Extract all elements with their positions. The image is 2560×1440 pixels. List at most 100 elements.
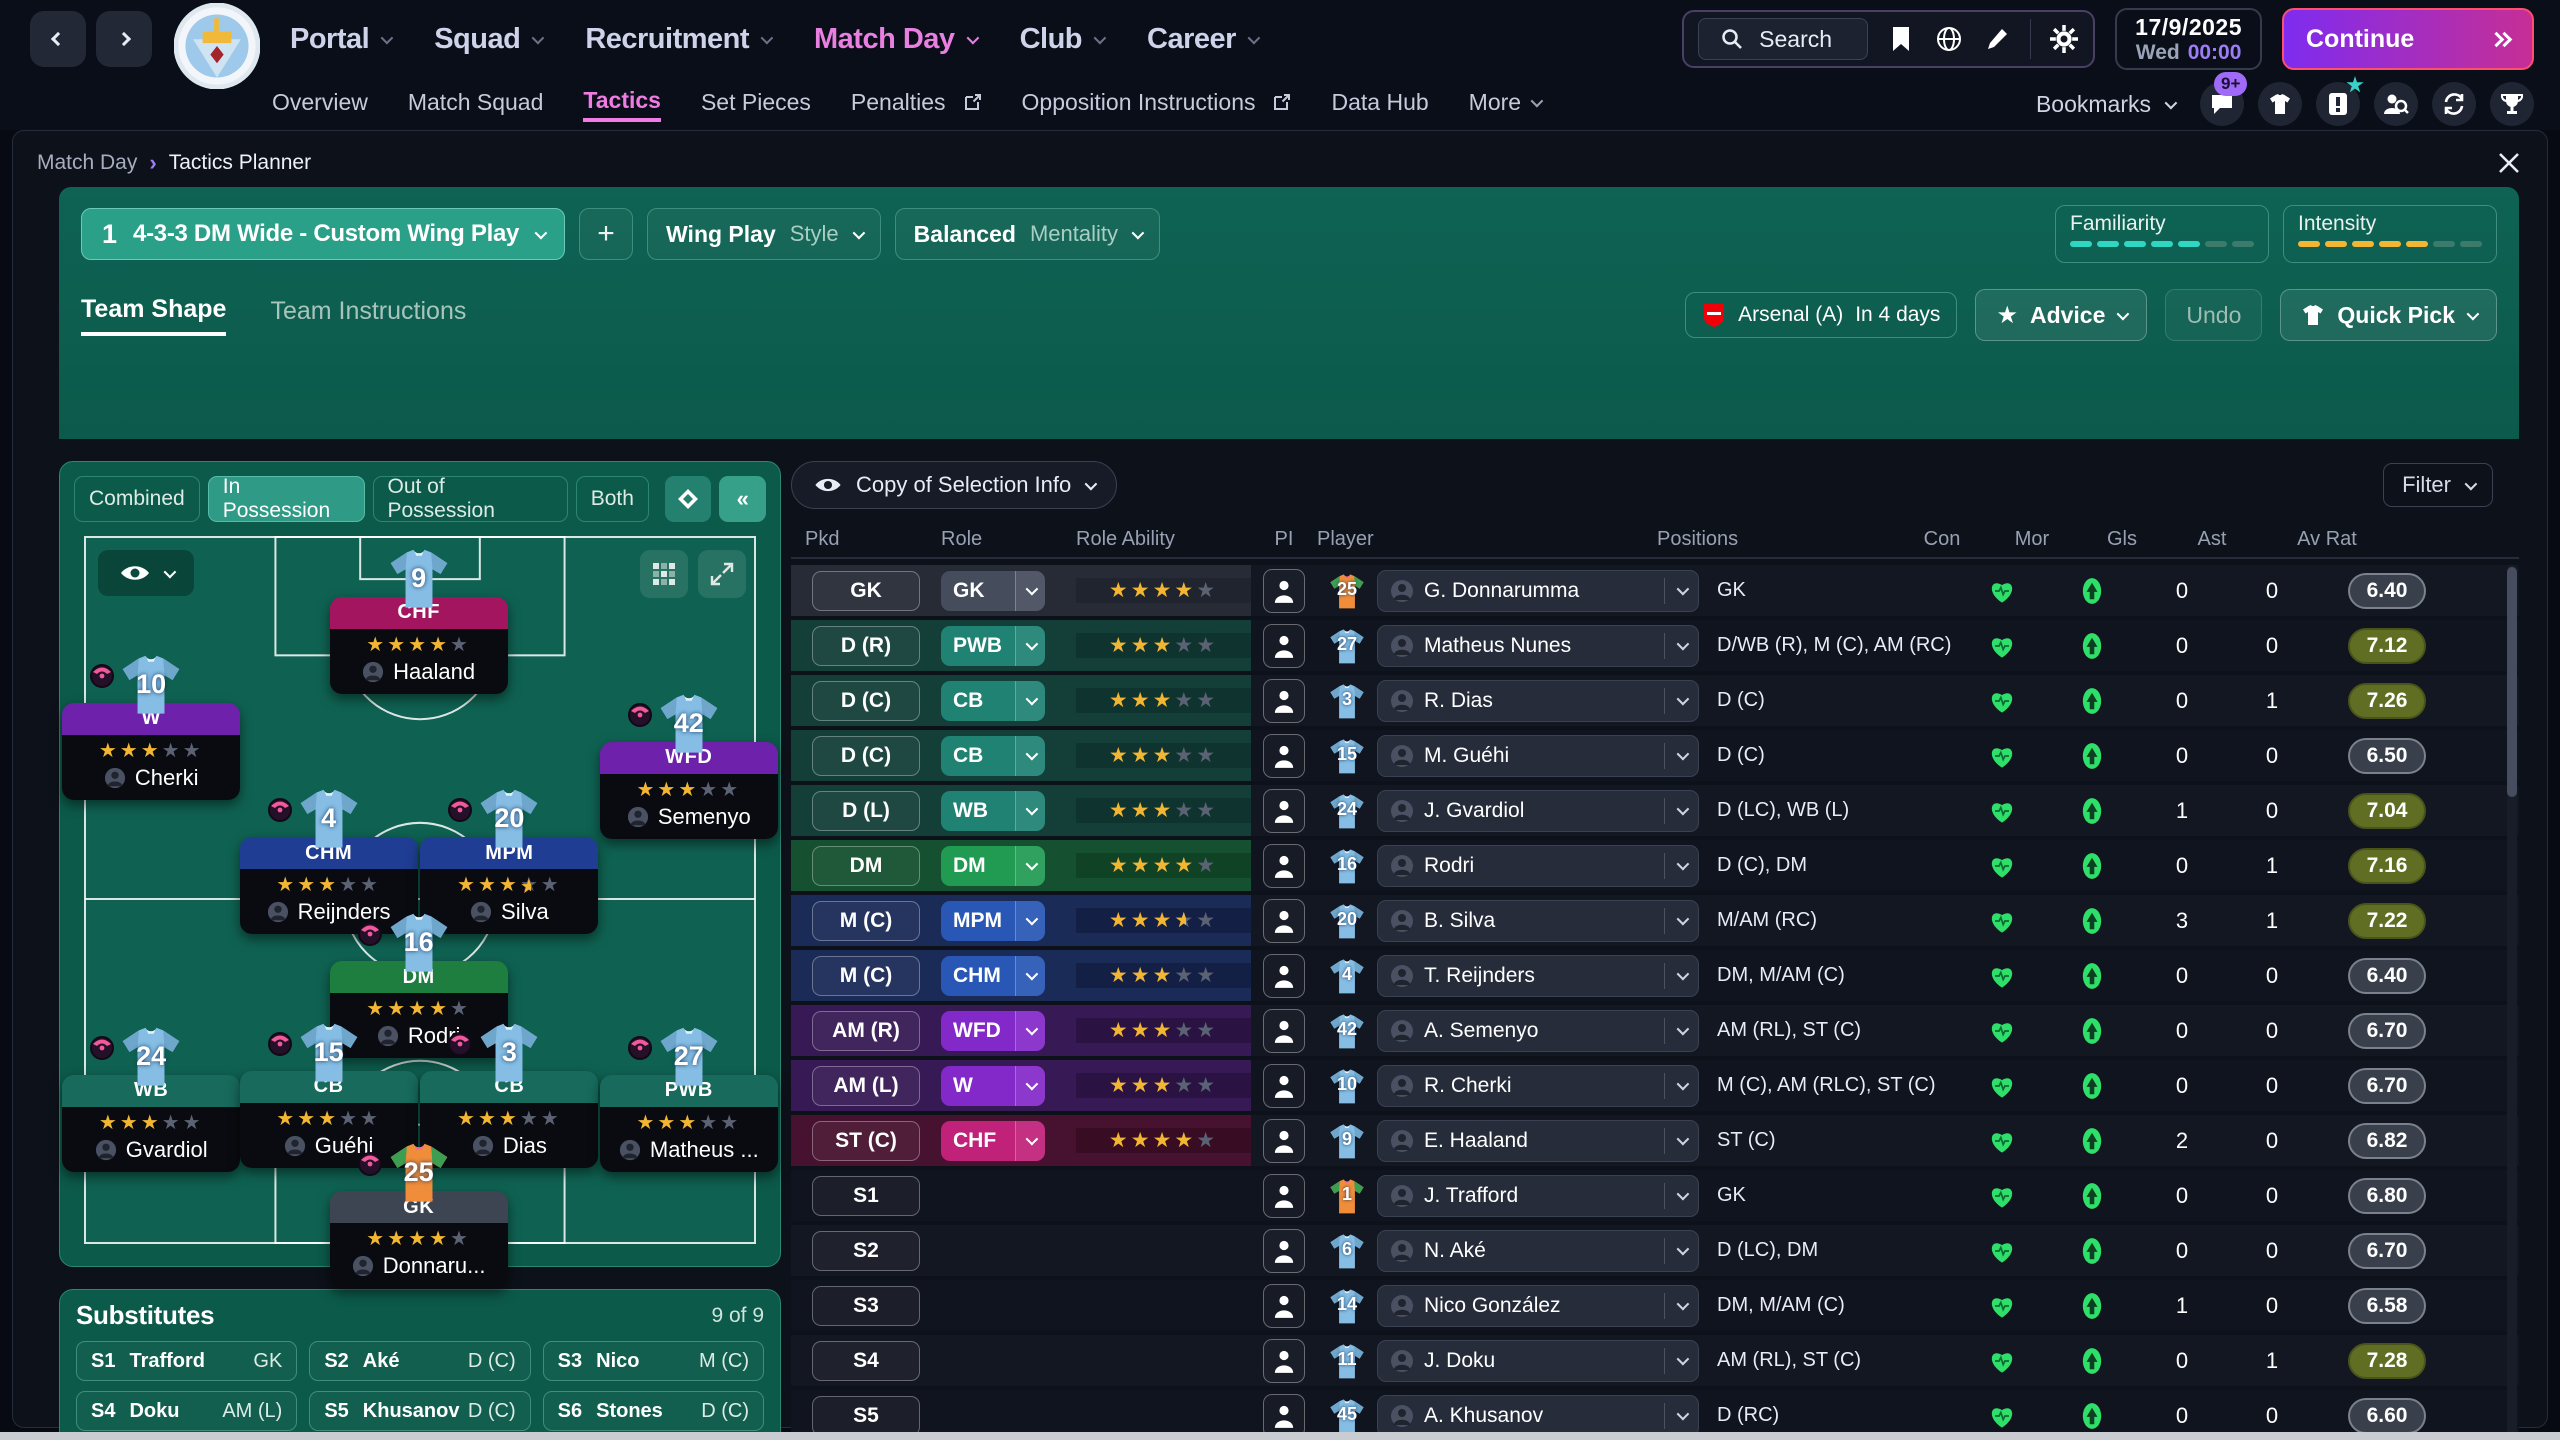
filter-button[interactable]: Filter	[2383, 463, 2493, 507]
substitute-s5[interactable]: S5 Khusanov D (C)	[309, 1391, 531, 1431]
player-select[interactable]: Matheus Nunes	[1377, 624, 1699, 667]
collapse-panel-button[interactable]: «	[719, 476, 766, 522]
player-instructions-button[interactable]	[1263, 953, 1305, 998]
picked-position[interactable]: AM (L)	[812, 1065, 920, 1106]
player-select[interactable]: J. Gvardiol	[1377, 789, 1699, 832]
player-select[interactable]: B. Silva	[1377, 899, 1699, 942]
inbox-messages-button[interactable]: 9+	[2200, 72, 2248, 126]
column-header-av-rat[interactable]: Av Rat	[2297, 527, 2357, 550]
pitch-style-button[interactable]	[664, 476, 712, 522]
pitch-fullscreen-button[interactable]	[698, 550, 746, 598]
style-dropdown[interactable]: Wing Play Style	[647, 208, 881, 260]
player-select[interactable]: A. Semenyo	[1377, 1009, 1699, 1052]
column-header-positions[interactable]: Positions	[1657, 527, 1739, 550]
player-instructions-button[interactable]	[1263, 843, 1305, 888]
pitch-tab-both[interactable]: Both	[575, 476, 649, 522]
player-select[interactable]: R. Cherki	[1377, 1064, 1699, 1107]
column-header-pkd[interactable]: Pkd	[805, 527, 840, 550]
picked-position[interactable]: AM (R)	[812, 1010, 920, 1051]
player-select[interactable]: E. Haaland	[1377, 1119, 1699, 1162]
player-instructions-button[interactable]	[1263, 898, 1305, 943]
player-instructions-button[interactable]	[1263, 733, 1305, 778]
substitute-s3[interactable]: S3 Nico M (C)	[542, 1341, 764, 1381]
player-instructions-button[interactable]	[1263, 1338, 1305, 1383]
role-select[interactable]: MPM	[941, 900, 1045, 941]
next-match-chip[interactable]: Arsenal (A) In 4 days	[1685, 292, 1958, 338]
nav-item-squad[interactable]: Squad	[434, 23, 545, 56]
picked-position[interactable]: S2	[812, 1230, 920, 1271]
column-header-player[interactable]: Player	[1317, 527, 1374, 550]
subnav-item-penalties[interactable]: Penalties	[851, 89, 982, 120]
player-instructions-button[interactable]	[1263, 623, 1305, 668]
player-instructions-button[interactable]	[1263, 1173, 1305, 1218]
nav-item-club[interactable]: Club	[1020, 23, 1107, 56]
table-scrollbar[interactable]	[2507, 565, 2517, 1437]
picked-position[interactable]: S1	[812, 1175, 920, 1216]
add-tactic-button[interactable]: +	[579, 208, 634, 260]
column-header-role[interactable]: Role	[941, 527, 983, 550]
bookmark-icon[interactable]	[1886, 24, 1916, 54]
picked-position[interactable]: M (C)	[812, 900, 920, 941]
scouting-button[interactable]	[2374, 82, 2418, 126]
subnav-item-opposition-instructions[interactable]: Opposition Instructions	[1022, 89, 1292, 120]
role-select[interactable]: WB	[941, 790, 1045, 831]
player-select[interactable]: Nico González	[1377, 1284, 1699, 1327]
substitute-s1[interactable]: S1 Trafford GK	[76, 1341, 298, 1381]
player-instructions-button[interactable]	[1263, 1228, 1305, 1273]
pitch-player-donnaru-[interactable]: 25 GK ★★★★★ Donnaru...	[329, 1141, 508, 1289]
advice-button[interactable]: ★ Advice	[1975, 289, 2148, 341]
player-instructions-button[interactable]	[1263, 678, 1305, 723]
subnav-item-tactics[interactable]: Tactics	[583, 87, 661, 122]
role-select[interactable]: PWB	[941, 625, 1045, 666]
role-select[interactable]: CB	[941, 735, 1045, 776]
role-select[interactable]: GK	[941, 570, 1045, 611]
pitch-tab-in-possession[interactable]: In Possession	[207, 475, 365, 522]
club-crest-manchester-city[interactable]	[174, 3, 260, 89]
forward-button[interactable]	[96, 11, 152, 67]
pitch-tab-combined[interactable]: Combined	[74, 476, 200, 522]
selection-info-dropdown[interactable]: Copy of Selection Info	[791, 461, 1118, 509]
player-instructions-button[interactable]	[1263, 1118, 1305, 1163]
scrollbar-thumb[interactable]	[2507, 567, 2517, 797]
mentality-dropdown[interactable]: Balanced Mentality	[894, 208, 1160, 260]
player-instructions-button[interactable]	[1263, 568, 1305, 613]
globe-icon[interactable]	[1934, 24, 1964, 54]
player-select[interactable]: R. Dias	[1377, 679, 1699, 722]
pitch-player-gu-hi[interactable]: 15 CB ★★★★★ Guéhi	[239, 1021, 418, 1168]
notes-pencil-icon[interactable]	[1982, 24, 2012, 54]
close-icon[interactable]	[2491, 145, 2527, 181]
column-header-gls[interactable]: Gls	[2107, 527, 2137, 550]
settings-gear-icon[interactable]	[2049, 24, 2079, 54]
pitch-player-semenyo[interactable]: 42 WFD ★★★★★ Semenyo	[599, 692, 778, 839]
breadcrumb-parent[interactable]: Match Day	[37, 151, 138, 174]
pitch-view-dropdown[interactable]	[98, 550, 194, 596]
player-select[interactable]: Rodri	[1377, 844, 1699, 887]
substitute-s4[interactable]: S4 Doku AM (L)	[76, 1391, 298, 1431]
back-button[interactable]	[30, 11, 86, 67]
competitions-trophy-button[interactable]	[2490, 82, 2534, 126]
pitch-player-reijnders[interactable]: 4 CHM ★★★★★ Reijnders	[239, 787, 418, 935]
formation-dropdown[interactable]: 1 4-3-3 DM Wide - Custom Wing Play	[81, 208, 566, 260]
column-header-role-ability[interactable]: Role Ability	[1076, 527, 1175, 550]
pitch-player-matheus-[interactable]: 27 PWB ★★★★★ Matheus ...	[599, 1025, 778, 1172]
picked-position[interactable]: S5	[812, 1395, 920, 1436]
pitch-player-rodri[interactable]: 16 DM ★★★★★ Rodri	[329, 911, 508, 1059]
picked-position[interactable]: D (C)	[812, 680, 920, 721]
player-select[interactable]: A. Khusanov	[1377, 1394, 1699, 1437]
player-select[interactable]: M. Guéhi	[1377, 734, 1699, 777]
player-instructions-button[interactable]	[1263, 1283, 1305, 1328]
player-instructions-button[interactable]	[1263, 788, 1305, 833]
player-instructions-button[interactable]	[1263, 1393, 1305, 1437]
pitch-player-gvardiol[interactable]: 24 WB ★★★★★ Gvardiol	[62, 1025, 241, 1172]
subnav-item-more[interactable]: More	[1469, 89, 1544, 120]
nav-item-match-day[interactable]: Match Day	[814, 23, 979, 56]
picked-position[interactable]: ST (C)	[812, 1120, 920, 1161]
quick-pick-button[interactable]: Quick Pick	[2280, 289, 2497, 341]
role-select[interactable]: WFD	[941, 1010, 1045, 1051]
bookmarks-dropdown[interactable]: Bookmarks	[2036, 91, 2178, 118]
picked-position[interactable]: DM	[812, 845, 920, 886]
nav-item-career[interactable]: Career	[1147, 23, 1261, 56]
subnav-item-data-hub[interactable]: Data Hub	[1331, 89, 1428, 120]
picked-position[interactable]: S4	[812, 1340, 920, 1381]
